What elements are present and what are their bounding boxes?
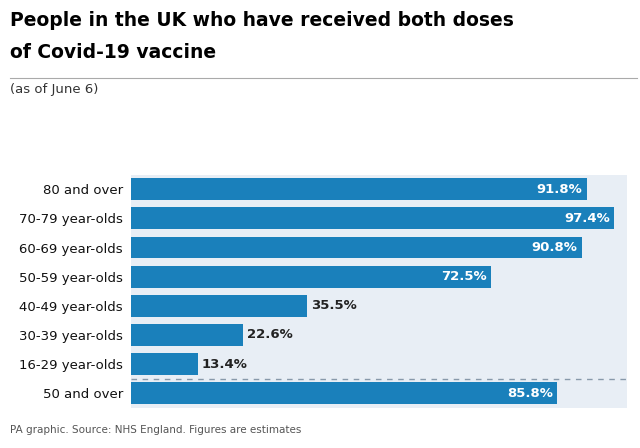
Bar bbox=[131, 233, 627, 262]
Bar bbox=[131, 204, 627, 233]
Bar bbox=[131, 295, 307, 317]
Bar bbox=[131, 262, 627, 291]
Text: 85.8%: 85.8% bbox=[507, 387, 553, 400]
Text: 72.5%: 72.5% bbox=[441, 270, 487, 283]
Text: 97.4%: 97.4% bbox=[564, 212, 611, 225]
Bar bbox=[131, 324, 243, 346]
Bar bbox=[131, 175, 627, 204]
Bar bbox=[131, 353, 198, 375]
Text: 91.8%: 91.8% bbox=[537, 183, 582, 196]
Text: 35.5%: 35.5% bbox=[311, 299, 357, 312]
Text: 13.4%: 13.4% bbox=[202, 358, 248, 370]
Text: (as of June 6): (as of June 6) bbox=[10, 83, 98, 96]
Bar bbox=[131, 266, 491, 288]
Text: of Covid-19 vaccine: of Covid-19 vaccine bbox=[10, 43, 216, 61]
Bar bbox=[131, 382, 557, 404]
Text: People in the UK who have received both doses: People in the UK who have received both … bbox=[10, 11, 513, 30]
Bar bbox=[131, 320, 627, 349]
Bar bbox=[131, 178, 586, 200]
Bar bbox=[131, 379, 627, 408]
Text: PA graphic. Source: NHS England. Figures are estimates: PA graphic. Source: NHS England. Figures… bbox=[10, 425, 301, 435]
Bar bbox=[131, 237, 582, 258]
Text: 90.8%: 90.8% bbox=[532, 241, 578, 254]
Bar bbox=[131, 207, 614, 229]
Bar bbox=[131, 349, 627, 379]
Text: 22.6%: 22.6% bbox=[247, 328, 293, 341]
Bar bbox=[131, 291, 627, 320]
